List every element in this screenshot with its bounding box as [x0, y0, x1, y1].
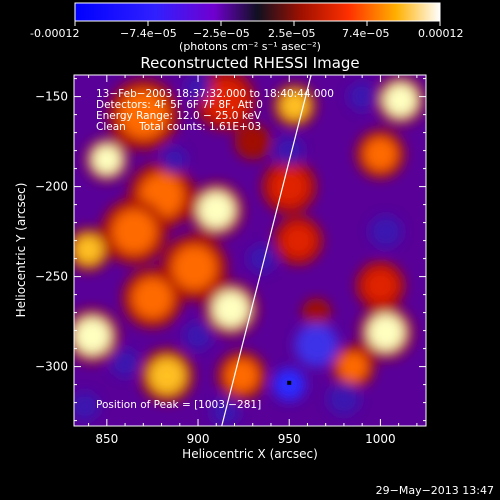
- x-tick-label: 1000: [365, 432, 396, 446]
- heatmap-blob: [363, 137, 397, 171]
- heatmap-blob: [74, 391, 100, 421]
- colorbar: -0.00012 −7.4e−05 −2.5e−05 2.5e−05 7.4e−…: [30, 2, 464, 53]
- heatmap-blob: [384, 83, 417, 117]
- heatmap-blob: [327, 382, 361, 416]
- heatmap-blob: [363, 269, 397, 303]
- chart-title: Reconstructed RHESSI Image: [140, 54, 359, 72]
- colorbar-unit-label: (photons cm⁻² s⁻¹ asec⁻²): [179, 40, 321, 53]
- heatmap-blob: [161, 146, 188, 173]
- observation-info: 13−Feb−2003 18:37:32.000 to 18:40:44.000…: [96, 88, 334, 411]
- heatmap-blob: [172, 245, 217, 290]
- heatmap-blob: [274, 136, 304, 166]
- heatmap-blob: [347, 82, 377, 112]
- y-tick-label: −300: [35, 360, 68, 374]
- colorbar-tick-label-1: −7.4e−05: [120, 27, 177, 40]
- annotation-time-range: 13−Feb−2003 18:37:32.000 to 18:40:44.000: [96, 88, 334, 100]
- heatmap-blob: [270, 168, 308, 205]
- y-axis-label: Heliocentric Y (arcsec): [14, 183, 28, 318]
- y-tick-label: −200: [35, 180, 68, 194]
- plot-frame: [73, 74, 427, 427]
- heatmap-blob: [148, 357, 186, 394]
- annotation-energy-range: Energy Range: 12.0 − 25.0 keV: [96, 110, 262, 122]
- heatmap-blob: [301, 298, 332, 328]
- colorbar-tick-label-3: 2.5e−05: [268, 27, 315, 40]
- colorbar-tick-label-5: 0.00012: [418, 27, 464, 40]
- footer-timestamp: 29−May−2013 13:47: [376, 484, 494, 497]
- heatmap-blob: [185, 75, 211, 101]
- colorbar-tick-label-2: −2.5e−05: [193, 27, 250, 40]
- heatmap-blob: [74, 317, 111, 355]
- y-tick-label: −150: [35, 90, 68, 104]
- heatmap-blob: [205, 80, 246, 121]
- axis-tick-labels: 850 900 950 1000 −150 −200 −250 −300: [35, 90, 396, 446]
- heatmap-blob: [183, 321, 213, 351]
- heatmap-blob: [212, 290, 250, 328]
- heatmap-blob: [132, 278, 173, 319]
- colorbar-tick-label-0: -0.00012: [30, 27, 79, 40]
- colorbar-tick-label-4: 7.4e−05: [342, 27, 389, 40]
- heatmap-blob: [281, 224, 315, 258]
- heatmap-blob: [225, 359, 259, 393]
- heatmap-blob: [247, 244, 277, 274]
- x-tick-label: 950: [278, 432, 301, 446]
- axis-ticks: [74, 75, 426, 426]
- y-tick-label: −250: [35, 270, 68, 284]
- heatmap-blob: [338, 352, 368, 382]
- peak-marker: [287, 380, 292, 385]
- heatmap-blob: [110, 348, 140, 378]
- heatmap-blob: [369, 215, 403, 249]
- annotation-detectors: Detectors: 4F 5F 6F 7F 8F, Att 0: [96, 99, 263, 111]
- heatmap-blob: [234, 123, 271, 160]
- heatmap-blob: [294, 323, 339, 367]
- colorbar-ticks: [74, 2, 441, 26]
- heatmap-blob: [74, 235, 104, 265]
- x-tick-label: 900: [187, 432, 210, 446]
- solar-limb-line: [221, 75, 312, 426]
- heatmap-blob: [367, 314, 405, 351]
- x-axis-label: Heliocentric X (arcsec): [182, 447, 318, 461]
- peak-position-label: Position of Peak = [1003,−281]: [96, 399, 261, 411]
- heatmap-blob: [119, 90, 168, 139]
- colorbar-gradient: [75, 3, 440, 21]
- heatmap-blob: [112, 209, 157, 254]
- heatmap-blob: [92, 145, 122, 175]
- colorbar-border: [74, 2, 441, 22]
- annotation-counts: Clean Total counts: 1.61E+03: [96, 121, 261, 133]
- heatmap-blob: [198, 191, 235, 229]
- x-tick-label: 850: [95, 432, 118, 446]
- heatmap-image: [74, 75, 426, 426]
